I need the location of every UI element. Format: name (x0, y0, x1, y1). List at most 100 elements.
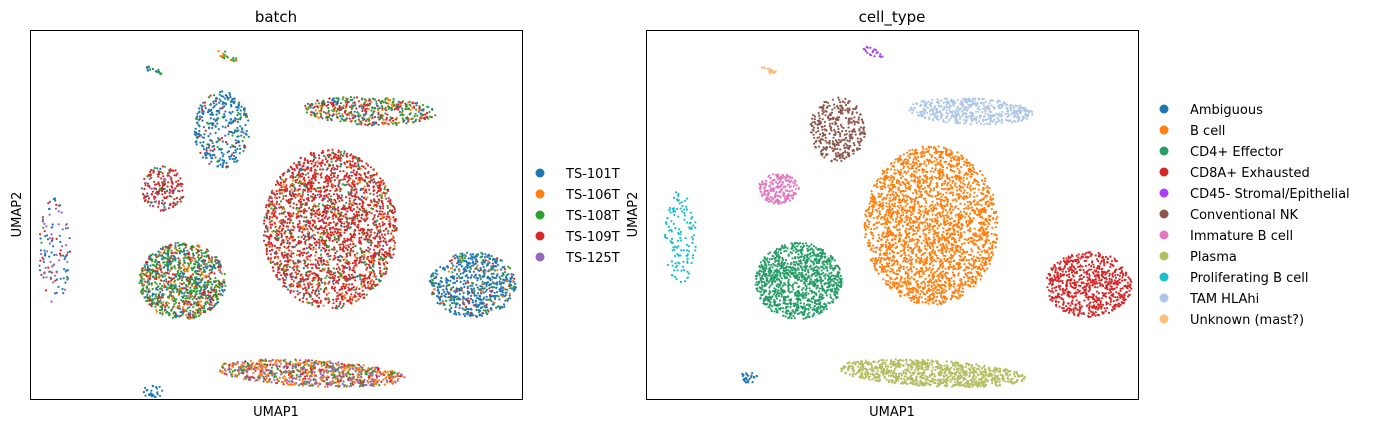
point (331, 231, 334, 234)
point (393, 108, 396, 111)
point (289, 274, 292, 277)
point (364, 104, 367, 107)
point (163, 206, 166, 209)
point (362, 218, 365, 221)
point (288, 190, 291, 193)
point (218, 101, 221, 104)
point (343, 265, 347, 268)
point (349, 295, 352, 298)
point (322, 259, 325, 262)
point (317, 217, 320, 220)
point (349, 201, 352, 204)
point (358, 259, 361, 262)
point (228, 91, 231, 94)
point (370, 257, 373, 260)
point (268, 245, 271, 248)
cluster-7 (262, 148, 398, 310)
point (385, 270, 388, 273)
point (262, 234, 265, 237)
point (379, 114, 382, 117)
point (41, 218, 45, 221)
point (383, 216, 386, 219)
point (288, 265, 291, 268)
point (164, 182, 167, 186)
point (339, 229, 342, 232)
point (292, 252, 295, 255)
point (326, 270, 329, 273)
point (353, 271, 356, 274)
point (317, 213, 320, 216)
point (182, 310, 186, 313)
point (330, 176, 333, 179)
point (367, 246, 370, 249)
point (207, 281, 211, 284)
point (393, 208, 396, 211)
point (193, 262, 196, 266)
point (187, 277, 190, 280)
point (54, 292, 57, 295)
point (157, 254, 160, 257)
point (317, 154, 321, 157)
point (167, 287, 170, 290)
point (327, 207, 330, 210)
point (221, 106, 224, 109)
point (320, 107, 323, 110)
point (304, 287, 307, 290)
point (366, 286, 370, 289)
point (42, 226, 45, 229)
point (287, 228, 290, 231)
point (189, 275, 192, 278)
point (42, 258, 45, 261)
point (162, 180, 165, 183)
point (326, 200, 330, 203)
point (149, 254, 152, 258)
point (292, 290, 295, 293)
point (329, 273, 332, 276)
point (219, 157, 222, 160)
point (320, 164, 323, 167)
point (370, 100, 373, 103)
point (365, 110, 368, 113)
point (286, 235, 289, 238)
point (500, 282, 503, 285)
point (155, 274, 158, 277)
point (220, 288, 224, 291)
point (312, 279, 315, 282)
point (340, 286, 343, 289)
point (64, 281, 67, 284)
point (294, 179, 297, 182)
point (204, 281, 207, 284)
point (237, 129, 240, 132)
point (304, 173, 307, 176)
point (262, 239, 266, 242)
point (290, 188, 293, 191)
point (244, 145, 247, 148)
point (231, 144, 234, 147)
point (356, 182, 359, 185)
point (242, 107, 246, 110)
cluster-1 (142, 384, 164, 398)
point (349, 254, 352, 257)
point (301, 276, 304, 279)
point (237, 105, 240, 108)
point (381, 210, 384, 213)
point (357, 114, 360, 117)
point (338, 105, 341, 108)
point (234, 129, 237, 132)
point (380, 195, 383, 198)
point (306, 102, 310, 105)
point (322, 100, 325, 103)
point (59, 249, 62, 252)
point (40, 241, 43, 244)
point (284, 260, 287, 263)
point (346, 237, 349, 240)
point (408, 103, 411, 106)
point (208, 269, 211, 272)
point (324, 215, 327, 218)
point (286, 259, 289, 262)
point (182, 195, 185, 198)
point (187, 294, 191, 298)
point (356, 206, 359, 209)
point (331, 109, 334, 112)
point (388, 247, 391, 250)
